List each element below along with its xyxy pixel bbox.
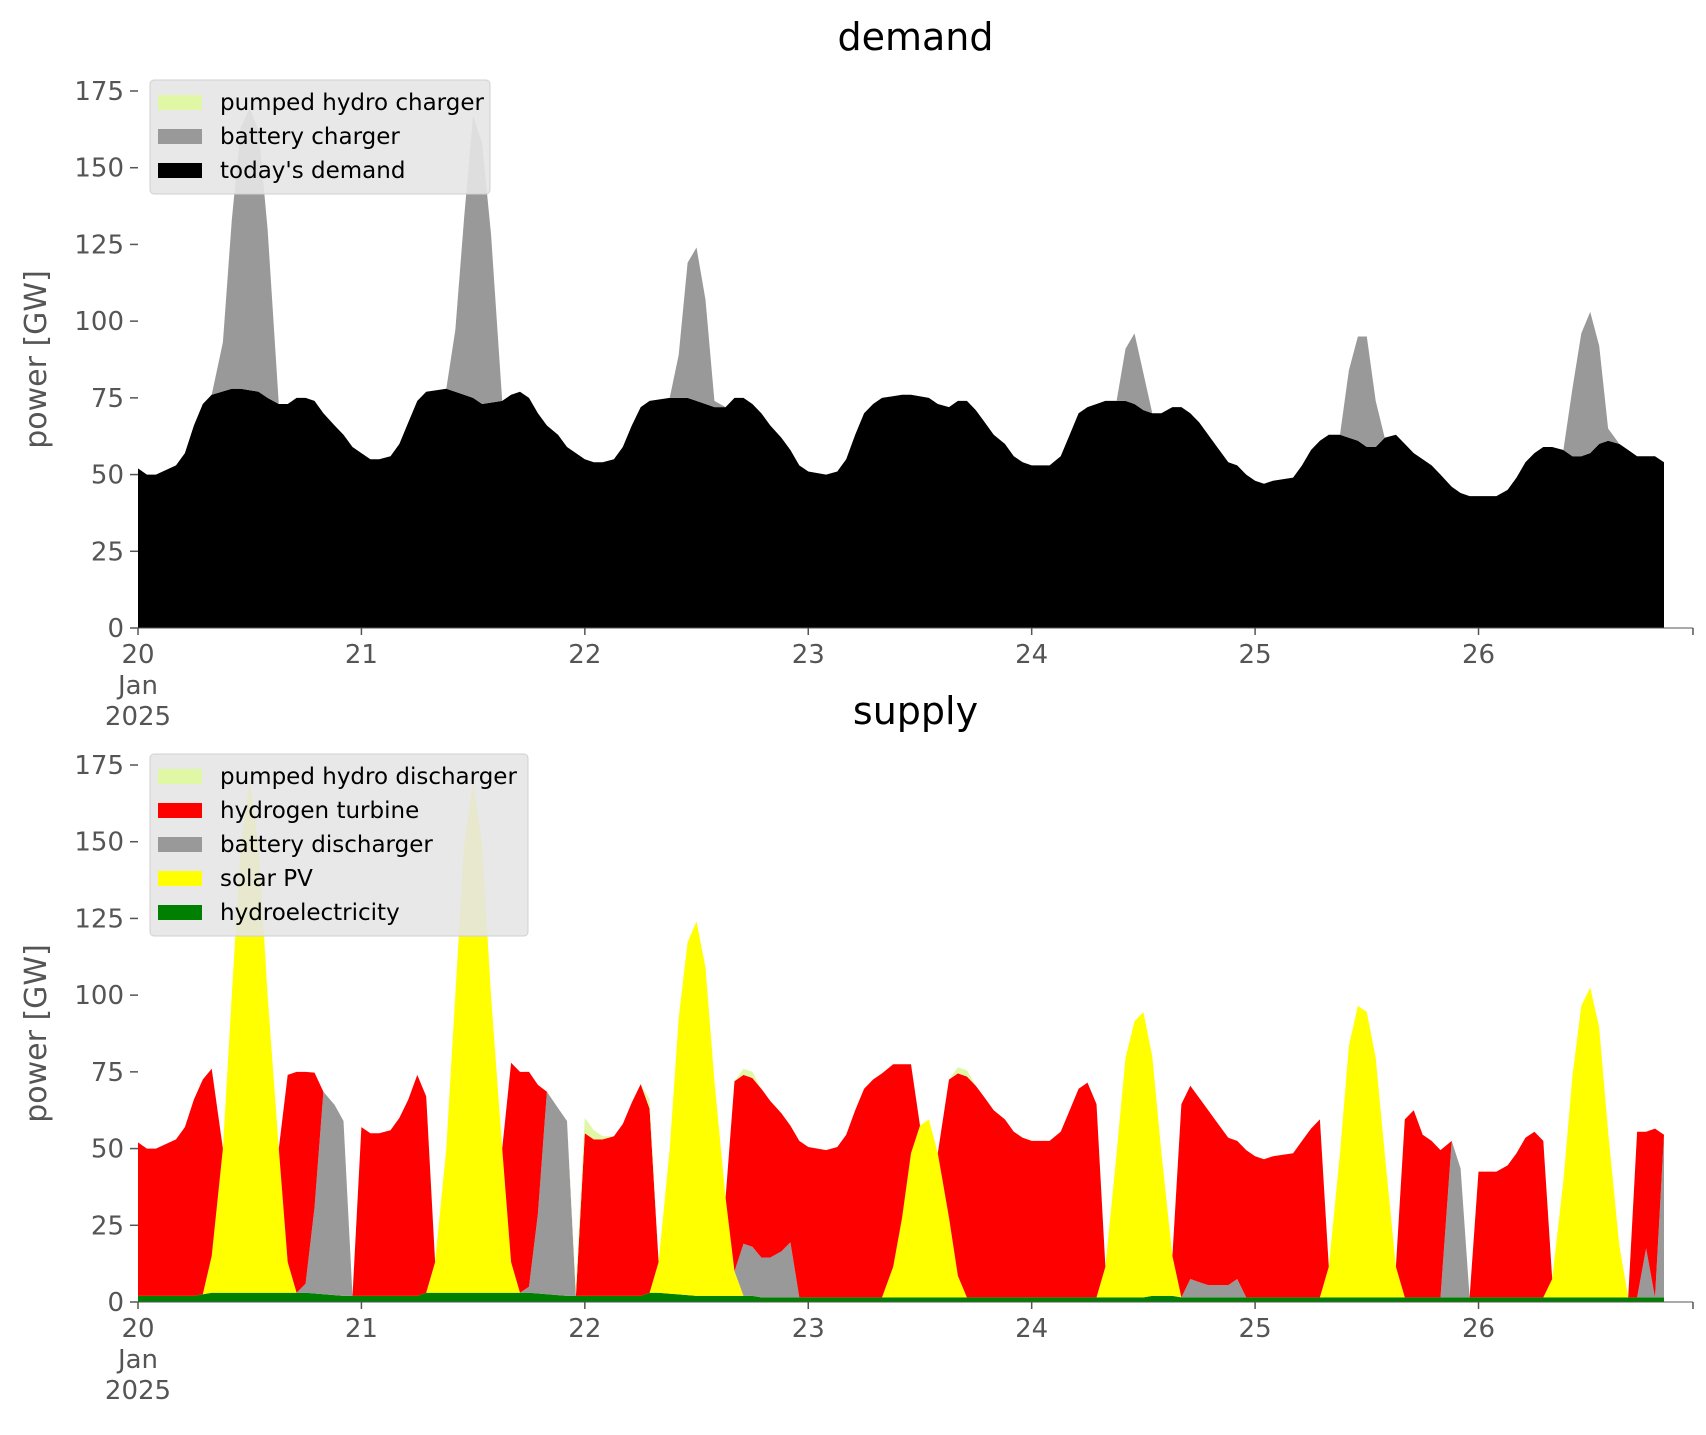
y-tick-label: 50 — [91, 1135, 124, 1165]
x-tick-sublabel: Jan — [116, 671, 158, 701]
x-tick-label: 26 — [1462, 640, 1495, 670]
x-tick-sublabel: 2025 — [105, 702, 171, 732]
legend-label-battery-charger: battery charger — [220, 124, 400, 150]
y-tick-label: 125 — [74, 230, 124, 260]
x-tick-label: 23 — [792, 640, 825, 670]
y-tick-label: 25 — [91, 1211, 124, 1241]
legend-swatch-solar-pv — [158, 871, 202, 886]
series-areas — [138, 780, 1664, 1302]
demand-chart: demand power [GW] 0 25 50 75 100 125 150 175 20Jan… — [19, 15, 1694, 732]
y-tick-label: 175 — [74, 751, 124, 781]
y-tick-label: 100 — [74, 307, 124, 337]
legend-label-battery-discharger: battery discharger — [220, 832, 433, 858]
y-axis-label: power [GW] — [19, 944, 54, 1123]
legend-label-hydroelectricity: hydroelectricity — [220, 900, 400, 926]
legend-swatch-today-s-demand — [158, 163, 202, 178]
y-tick-label: 175 — [74, 77, 124, 107]
y-tick-label: 125 — [74, 904, 124, 934]
y-tick-label: 75 — [91, 384, 124, 414]
legend-swatch-hydrogen-turbine — [158, 803, 202, 818]
x-tick-label: 21 — [345, 1314, 378, 1344]
x-tick-label: 26 — [1462, 1314, 1495, 1344]
series-area-today-s-demand — [138, 388, 1664, 628]
y-tick-label: 25 — [91, 537, 124, 567]
x-tick-label: 24 — [1015, 640, 1048, 670]
series-area-solar-pv — [138, 780, 1664, 1298]
x-tick-label: 25 — [1239, 640, 1272, 670]
y-tick-label: 150 — [74, 828, 124, 858]
y-tick-label: 100 — [74, 981, 124, 1011]
x-tick-label: 23 — [792, 1314, 825, 1344]
x-tick-label: 20 — [121, 640, 154, 670]
legend-swatch-battery-charger — [158, 129, 202, 144]
y-tick-label: 50 — [91, 461, 124, 491]
legend-label-today-s-demand: today's demand — [220, 158, 405, 184]
legend-swatch-battery-discharger — [158, 837, 202, 852]
chart-title: supply — [853, 689, 978, 733]
legend-swatch-pumped-hydro-discharger — [158, 769, 202, 784]
series-areas — [138, 107, 1664, 628]
x-tick-label: 24 — [1015, 1314, 1048, 1344]
x-tick-sublabel: Jan — [116, 1345, 158, 1375]
y-tick-label: 75 — [91, 1058, 124, 1088]
legend: pumped hydro charger battery charger today… — [149, 79, 491, 195]
x-tick-sublabel: 2025 — [105, 1376, 171, 1406]
x-tick-label: 25 — [1239, 1314, 1272, 1344]
y-axis-label: power [GW] — [19, 270, 54, 449]
legend: pumped hydro discharger hydrogen turbine b… — [149, 753, 529, 937]
legend-box — [149, 79, 491, 195]
chart-title: demand — [837, 15, 993, 59]
legend-swatch-pumped-hydro-charger — [158, 95, 202, 110]
y-tick-label: 0 — [107, 1288, 124, 1318]
legend-label-hydrogen-turbine: hydrogen turbine — [220, 798, 419, 824]
legend-label-pumped-hydro-charger: pumped hydro charger — [220, 90, 484, 116]
x-tick-label: 22 — [568, 640, 601, 670]
series-area-hydrogen-turbine — [138, 780, 1664, 1298]
x-tick-label: 20 — [121, 1314, 154, 1344]
legend-swatch-hydroelectricity — [158, 905, 202, 920]
supply-chart: supply power [GW] 0 25 50 75 100 125 150 175 20Jan… — [19, 689, 1694, 1406]
legend-label-pumped-hydro-discharger: pumped hydro discharger — [220, 764, 517, 790]
x-tick-label: 22 — [568, 1314, 601, 1344]
legend-box — [149, 753, 529, 937]
y-tick-label: 0 — [107, 614, 124, 644]
legend-label-solar-pv: solar PV — [220, 866, 313, 892]
x-tick-label: 21 — [345, 640, 378, 670]
y-tick-label: 150 — [74, 154, 124, 184]
